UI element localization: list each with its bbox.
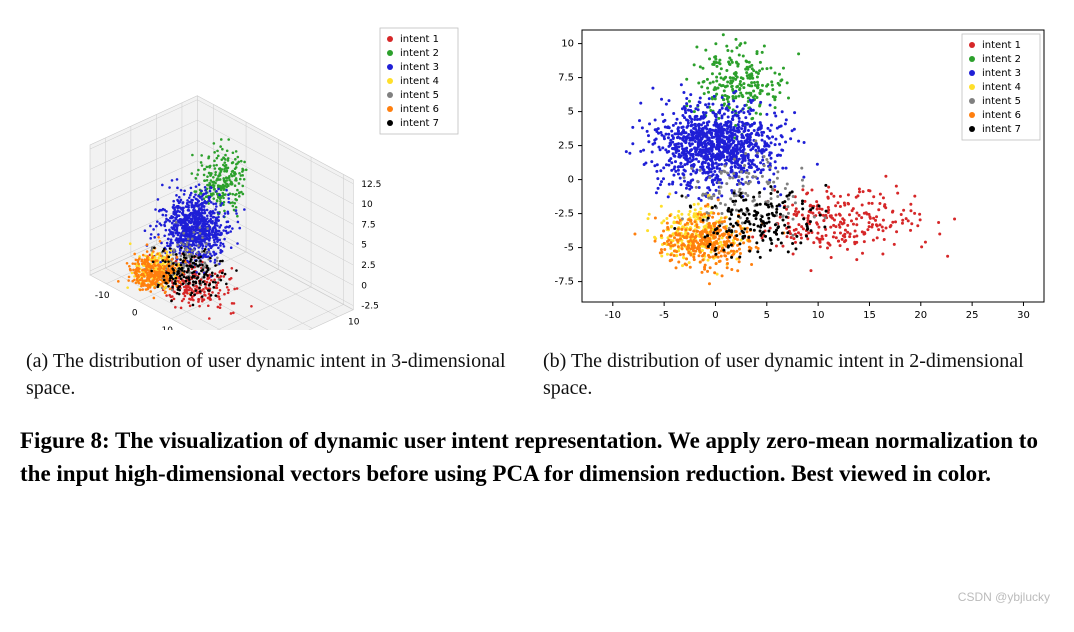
svg-text:0: 0 [568,175,574,186]
svg-text:10: 10 [561,39,574,50]
svg-text:0: 0 [361,281,367,291]
plot-2d-cell: -10 -5 0 5 10 15 20 25 30 -7.5 -5 -2.5 0 2.5 5 7.5 10 int… [534,20,1054,330]
plot-3d-cell: -100102030-50510-2.502.557.51012.5intent… [20,20,480,330]
svg-text:intent 2: intent 2 [400,48,439,59]
svg-text:25: 25 [966,310,979,321]
figure-8: -100102030-50510-2.502.557.51012.5intent… [20,20,1054,491]
svg-text:intent 4: intent 4 [982,82,1021,93]
svg-text:intent 5: intent 5 [982,96,1021,107]
svg-text:2.5: 2.5 [361,261,375,271]
svg-text:intent 3: intent 3 [400,62,439,73]
svg-text:intent 6: intent 6 [400,104,439,115]
svg-text:-5: -5 [564,243,574,254]
watermark: CSDN @ybjlucky [958,590,1050,604]
svg-text:10: 10 [162,326,174,330]
subcaption-b: (b) The distribution of user dynamic int… [537,348,1054,402]
svg-text:intent 3: intent 3 [982,68,1021,79]
svg-text:30: 30 [1017,310,1030,321]
svg-text:5: 5 [764,310,770,321]
svg-text:intent 1: intent 1 [982,40,1021,51]
svg-text:2.5: 2.5 [558,141,574,152]
svg-text:5: 5 [568,107,574,118]
svg-text:0: 0 [132,308,138,318]
svg-text:7.5: 7.5 [361,220,375,230]
svg-text:-2.5: -2.5 [361,302,379,312]
svg-text:-7.5: -7.5 [554,277,574,288]
svg-text:7.5: 7.5 [558,73,574,84]
svg-text:-10: -10 [95,291,110,301]
svg-text:intent 2: intent 2 [982,54,1021,65]
svg-text:intent 7: intent 7 [982,124,1021,135]
svg-text:intent 6: intent 6 [982,110,1021,121]
figure-caption: Figure 8: The visualization of dynamic u… [20,424,1054,491]
svg-text:intent 4: intent 4 [400,76,439,87]
svg-text:intent 5: intent 5 [400,90,439,101]
svg-text:-5: -5 [659,310,669,321]
svg-text:10: 10 [361,200,373,210]
svg-text:-10: -10 [605,310,621,321]
svg-text:intent 7: intent 7 [400,118,439,129]
subcaption-a: (a) The distribution of user dynamic int… [20,348,537,402]
svg-text:15: 15 [863,310,876,321]
svg-text:20: 20 [914,310,927,321]
plots-row: -100102030-50510-2.502.557.51012.5intent… [20,20,1054,330]
svg-text:intent 1: intent 1 [400,34,439,45]
svg-text:10: 10 [348,318,360,328]
svg-text:5: 5 [322,329,328,330]
svg-text:10: 10 [812,310,825,321]
scatter3d-plot: -100102030-50510-2.502.557.51012.5intent… [20,20,480,330]
svg-text:5: 5 [361,241,367,251]
subcaptions-row: (a) The distribution of user dynamic int… [20,348,1054,402]
scatter2d-plot: -10 -5 0 5 10 15 20 25 30 -7.5 -5 -2.5 0 2.5 5 7.5 10 int… [534,20,1054,330]
svg-text:12.5: 12.5 [361,180,381,190]
svg-text:0: 0 [712,310,718,321]
svg-text:-2.5: -2.5 [554,209,574,220]
